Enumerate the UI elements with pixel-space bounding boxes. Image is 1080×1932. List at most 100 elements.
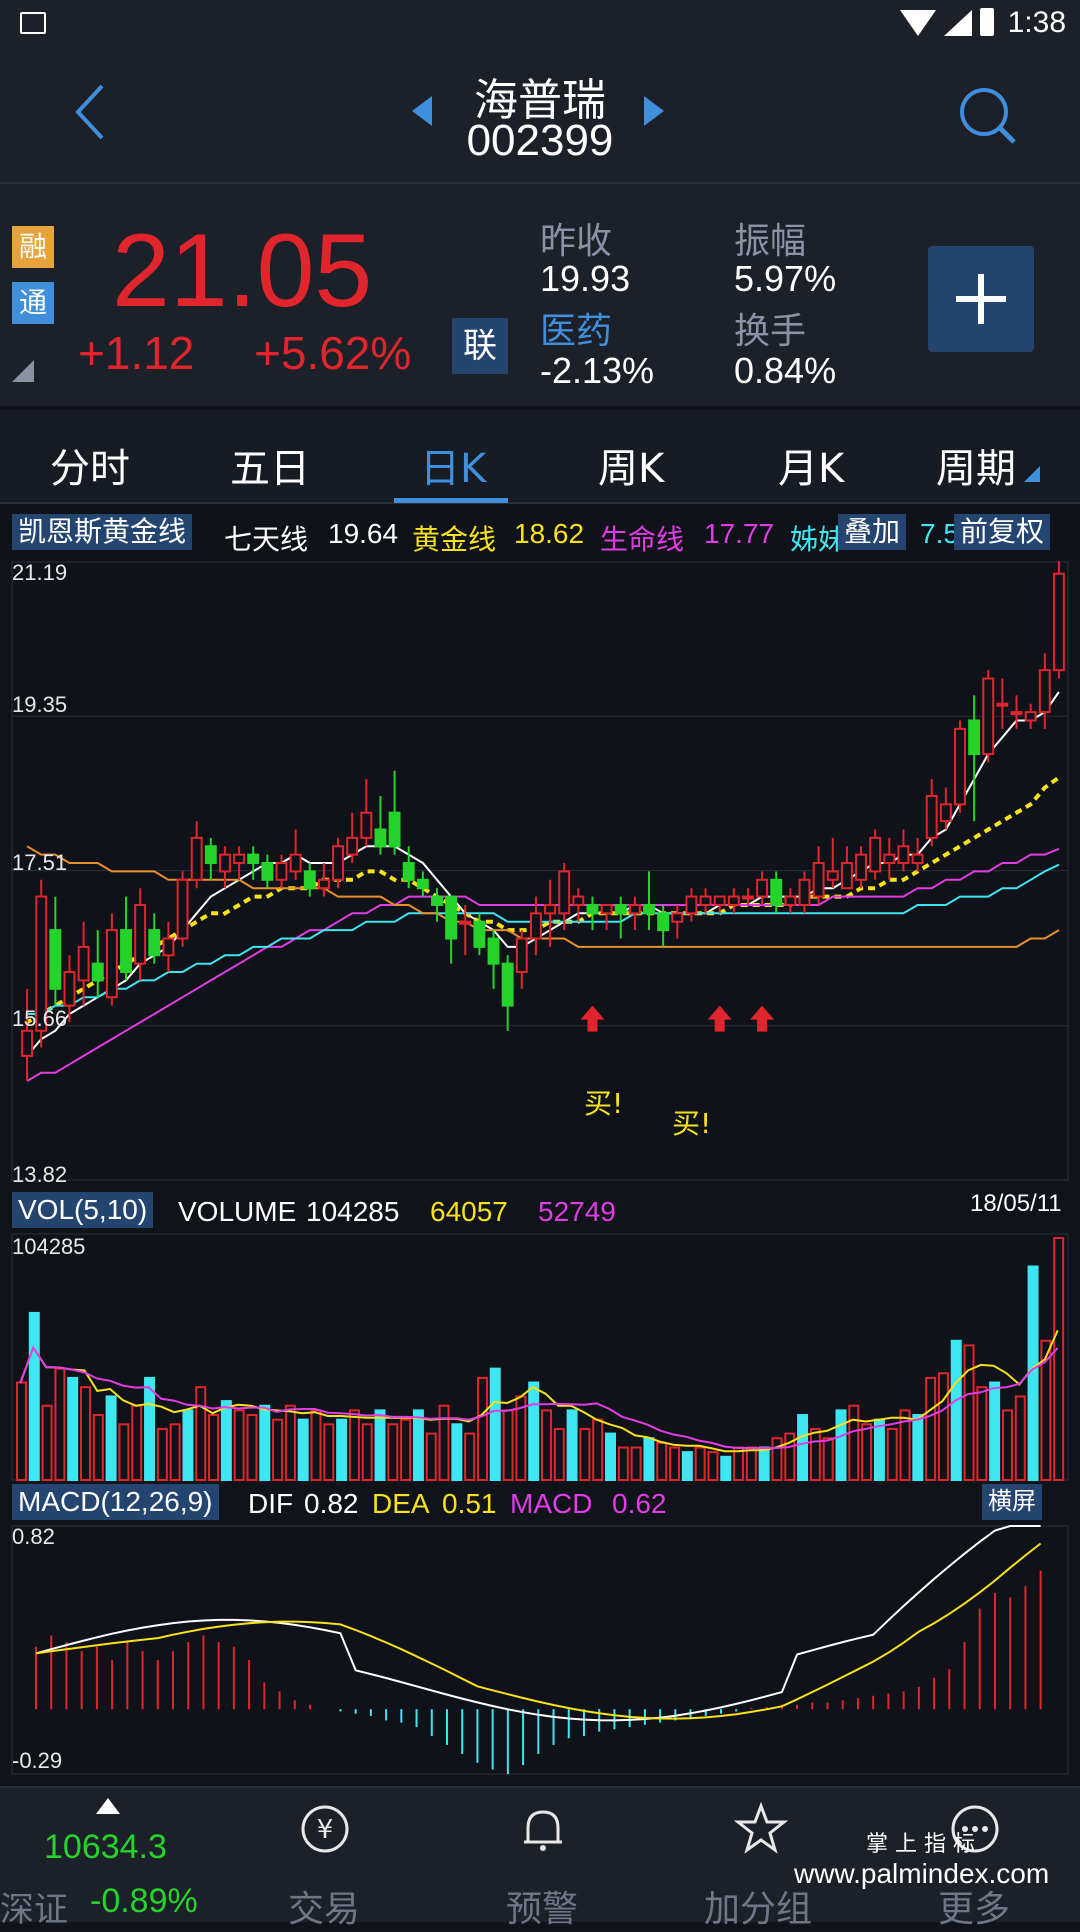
volume-bar [144, 1376, 156, 1481]
alert-nav-item[interactable]: 预警 [478, 1788, 608, 1930]
candle-body [727, 895, 740, 906]
volume-label: VOLUME [178, 1196, 297, 1227]
index-name: 深证 [0, 1890, 68, 1930]
volume-bar [476, 1376, 488, 1481]
period-tabs: 分时 五日 日K 周K 月K 周期 [0, 410, 1080, 504]
volume-bar [605, 1432, 616, 1482]
volume-bar [272, 1418, 284, 1482]
candle-body [445, 895, 458, 940]
trade-icon: ¥ [301, 1805, 349, 1853]
tab-intraday[interactable]: 分时 [50, 446, 130, 492]
buy-signal-2: 买! [672, 1107, 712, 1140]
volume-bar [284, 1404, 296, 1481]
image-notification-icon [20, 12, 46, 34]
candle-body [982, 677, 995, 756]
candle-body [515, 937, 528, 974]
volume-bar [925, 1376, 937, 1481]
price-change: +1.12 [78, 327, 195, 379]
tab-period[interactable]: 周期 [936, 446, 1016, 492]
price-change-pct: +5.62% [254, 327, 412, 379]
next-stock-icon[interactable] [644, 96, 664, 126]
bottom-navigation: 10634.3 深证 -0.89% ¥ 交易 预警 加分组 更多 掌 上 指 标… [0, 1786, 1080, 1930]
margin-badge: 融 [12, 226, 54, 268]
candle-body [275, 862, 288, 881]
volume-bar [118, 1423, 130, 1482]
watermark-cn: 掌 上 指 标 [866, 1832, 975, 1857]
volume-bar [41, 1404, 53, 1481]
amplitude-label: 振幅 [734, 221, 807, 262]
candle-body [233, 853, 246, 865]
linked-badge[interactable]: 联 [452, 318, 508, 374]
candle-body [600, 903, 613, 915]
volume-chart[interactable] [0, 1232, 1080, 1482]
candle-body [968, 719, 981, 756]
trade-nav-item[interactable]: ¥ 交易 [260, 1788, 390, 1930]
index-expand-icon[interactable] [96, 1798, 120, 1814]
candle-body [812, 862, 825, 898]
candle-body [558, 870, 571, 915]
macd-chart[interactable] [0, 1524, 1080, 1776]
candle-body [77, 945, 90, 982]
kline-series-line [26, 847, 1060, 1082]
wifi-icon [900, 10, 936, 36]
svg-text:¥: ¥ [317, 1815, 334, 1845]
volume-bar [1040, 1339, 1052, 1481]
volume-ma10: 52749 [538, 1196, 616, 1227]
index-value[interactable]: 10634.3 [44, 1828, 167, 1866]
kline-chart[interactable] [0, 556, 1080, 1188]
tab-weekly-k[interactable]: 周K [598, 446, 665, 492]
macd-indicator-button[interactable]: MACD(12,26,9) [12, 1484, 219, 1520]
candle-body [487, 937, 500, 965]
kline-indicator-button[interactable]: 凯恩斯黄金线 [12, 514, 193, 550]
tab-daily-k[interactable]: 日K [420, 446, 487, 492]
candle-body [1038, 669, 1051, 714]
candle-body [897, 845, 910, 865]
macd-label: MACD [510, 1488, 593, 1519]
volume-bar [707, 1451, 719, 1481]
volume-max-label: 104285 [12, 1234, 86, 1259]
volume-bar [630, 1446, 642, 1481]
candle-body [826, 870, 839, 881]
candle-body [176, 878, 189, 940]
back-icon[interactable] [72, 82, 108, 142]
landscape-button[interactable]: 横屏 [982, 1484, 1042, 1520]
prev-stock-icon[interactable] [412, 96, 432, 126]
sector-label[interactable]: 医药 [540, 311, 613, 352]
adjust-button[interactable]: 前复权 [954, 514, 1051, 550]
volume-bar [67, 1376, 79, 1481]
search-icon[interactable] [956, 84, 1020, 148]
volume-bar [156, 1427, 168, 1482]
volume-bar [681, 1451, 693, 1481]
overlay-button[interactable]: 叠加 [838, 514, 907, 550]
dif-label: DIF [248, 1488, 294, 1519]
volume-bar [976, 1386, 988, 1481]
volume-bar [80, 1386, 91, 1481]
candle-body [35, 895, 48, 1032]
volume-bar [848, 1404, 860, 1481]
period-dropdown-icon[interactable] [1024, 466, 1040, 482]
candle-body [1010, 711, 1023, 716]
macd-bottom-label: -0.29 [12, 1748, 63, 1773]
volume-ma-line [19, 1329, 1059, 1453]
candle-body [431, 895, 443, 906]
kline-y-label-4: 15.66 [12, 1006, 68, 1031]
volume-ma-line [19, 1345, 1059, 1449]
tab-monthly-k[interactable]: 月K [778, 446, 845, 492]
volume-bar [963, 1344, 975, 1481]
volume-indicator-button[interactable]: VOL(5,10) [12, 1192, 154, 1228]
macd-plot-area [11, 1525, 1069, 1775]
volume-bar [669, 1446, 681, 1481]
tab-five-day[interactable]: 五日 [230, 446, 310, 492]
kline-series-line [27, 863, 1060, 1015]
expand-corner-icon[interactable] [12, 360, 34, 382]
volume-bar [246, 1414, 258, 1481]
volume-bar [1014, 1395, 1026, 1481]
add-watchlist-button[interactable] [928, 246, 1034, 352]
group-nav-item[interactable]: 加分组 [690, 1788, 840, 1930]
volume-bar [886, 1427, 898, 1482]
volume-bar [784, 1432, 796, 1482]
candle-body [402, 862, 415, 881]
volume-bar [374, 1409, 386, 1481]
macd-legend: MACD(12,26,9) DIF 0.82 DEA 0.51 MACD 0.6… [0, 1482, 1080, 1524]
volume-bar [195, 1386, 207, 1481]
